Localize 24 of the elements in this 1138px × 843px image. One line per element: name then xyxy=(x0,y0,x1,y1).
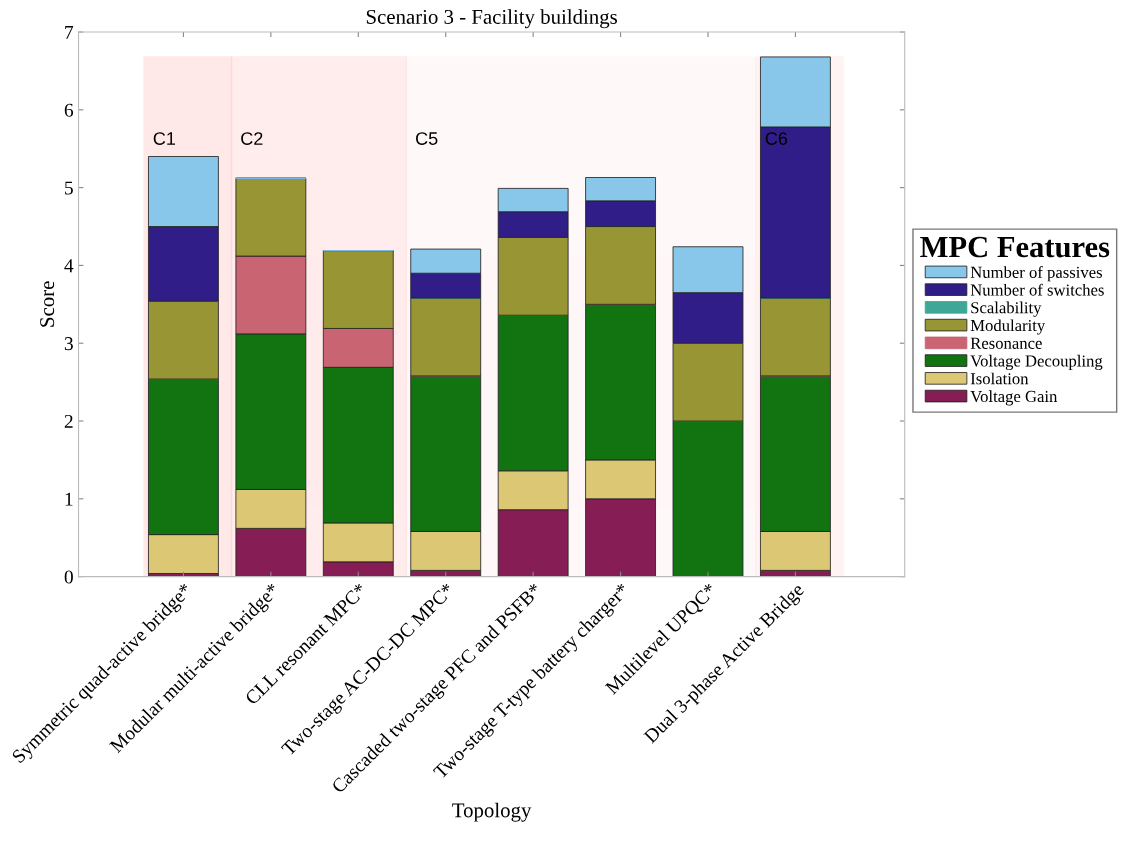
chart-title: Scenario 3 - Facility buildings xyxy=(366,9,617,29)
legend-label: Isolation xyxy=(970,372,1029,385)
legend-label: Modularity xyxy=(970,319,1046,335)
band-label: C2 xyxy=(241,132,263,145)
legend-label: Number of passives xyxy=(970,266,1102,282)
y-tick-label: 0 xyxy=(64,570,73,584)
y-tick-label: 5 xyxy=(65,181,73,195)
y-tick-label: 1 xyxy=(65,492,73,506)
band-label: C1 xyxy=(153,132,176,145)
legend-label: Voltage Gain xyxy=(970,390,1058,406)
legend-label: Voltage Decoupling xyxy=(970,354,1103,371)
y-tick-label: 4 xyxy=(64,259,74,273)
legend-label: Scalability xyxy=(971,301,1042,317)
y-axis-title: Score xyxy=(40,281,55,327)
y-tick-label: 6 xyxy=(64,103,74,117)
legend-label: Number of switches xyxy=(970,283,1104,296)
band-label: C5 xyxy=(416,132,438,145)
y-tick-label: 3 xyxy=(64,337,73,351)
y-tick-label: 7 xyxy=(65,26,74,39)
x-axis-title: Topology xyxy=(452,802,532,822)
y-tick-label: 2 xyxy=(64,414,73,428)
band-label: C6 xyxy=(765,132,788,145)
legend-label: Resonance xyxy=(970,337,1042,349)
legend-title: MPC Features xyxy=(920,236,1110,258)
